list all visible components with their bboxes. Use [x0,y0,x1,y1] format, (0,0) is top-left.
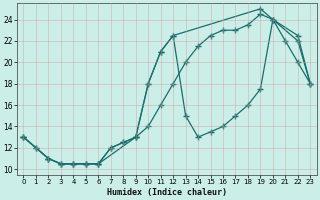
X-axis label: Humidex (Indice chaleur): Humidex (Indice chaleur) [107,188,227,197]
